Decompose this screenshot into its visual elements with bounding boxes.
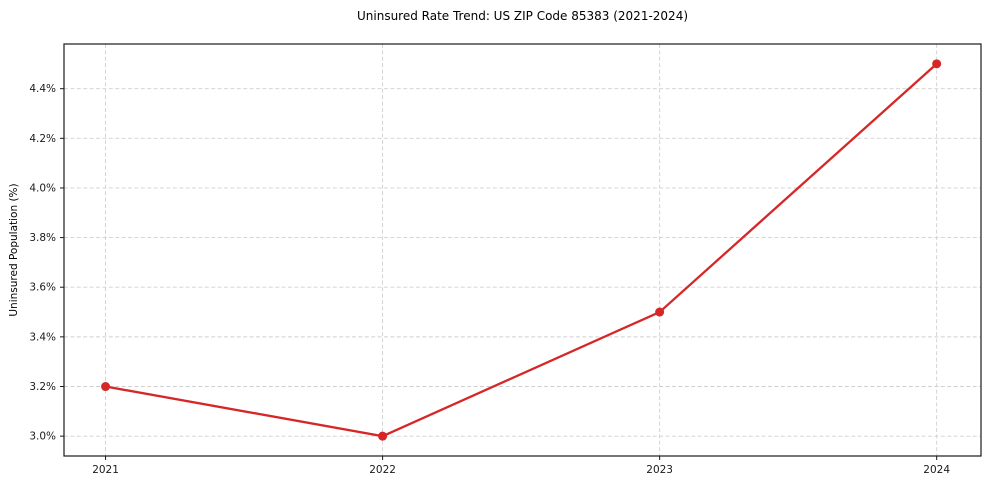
y-tick-label: 3.0% [29, 431, 56, 443]
data-point [932, 59, 942, 69]
plot-area [64, 44, 981, 456]
chart-title: Uninsured Rate Trend: US ZIP Code 85383 … [356, 9, 689, 23]
x-tick-label: 2021 [92, 464, 119, 476]
y-tick-label: 3.4% [29, 331, 56, 343]
data-point [101, 382, 111, 392]
y-tick-label: 3.6% [29, 282, 56, 294]
x-tick-label: 2023 [646, 464, 673, 476]
y-tick-label: 3.2% [29, 381, 56, 393]
x-tick-label: 2022 [369, 464, 396, 476]
data-line [104, 62, 938, 438]
x-tick-label: 2024 [923, 464, 950, 476]
data-point [655, 307, 665, 317]
y-tick-label: 4.4% [29, 83, 56, 95]
data-point [378, 431, 388, 441]
y-tick-label: 4.2% [29, 133, 56, 145]
axes-spines [63, 43, 982, 457]
y-tick-label: 4.0% [29, 182, 56, 194]
y-tick-label: 3.8% [29, 232, 56, 244]
